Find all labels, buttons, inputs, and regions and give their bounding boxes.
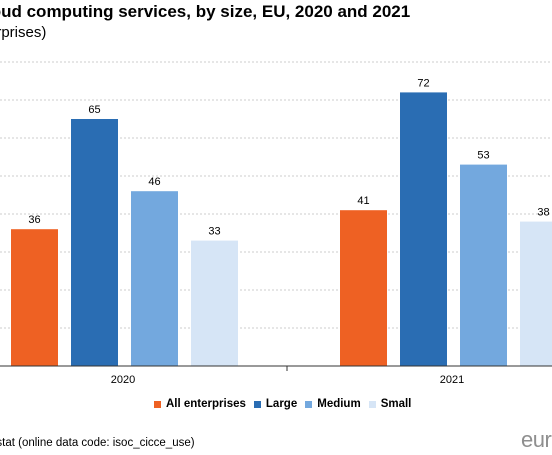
legend-swatch: [305, 400, 313, 408]
legend-swatch: [368, 400, 376, 408]
bar-small-2021: [520, 221, 552, 366]
x-tick-label: 2021: [440, 374, 464, 386]
legend-item-medium: Medium: [305, 398, 361, 410]
legend-item-large: Large: [253, 398, 298, 410]
legend-item-small: Small: [368, 398, 412, 410]
data-label: 33: [208, 226, 220, 238]
bar-small-2020: [191, 240, 238, 366]
bar-all-enterprises-2020: [11, 229, 58, 366]
legend-label: All enterprises: [166, 398, 246, 410]
legend-item-all-enterprises: All enterprises: [154, 398, 246, 410]
bars: [11, 92, 552, 367]
legend-label: Medium: [317, 398, 361, 410]
data-label: 36: [28, 214, 40, 226]
bar-medium-2021: [460, 164, 507, 366]
legend-label: Small: [380, 398, 412, 410]
data-label: 41: [357, 195, 369, 207]
eurostat-logo: euro: [521, 427, 552, 452]
legend-swatch: [253, 400, 261, 408]
bar-large-2020: [71, 119, 118, 366]
data-label: 38: [537, 207, 549, 219]
legend: All enterprises Large Medium Small: [154, 398, 411, 410]
legend-label: Large: [265, 398, 298, 410]
data-label: 53: [477, 150, 489, 162]
bar-all-enterprises-2021: [340, 210, 387, 366]
legend-swatch: [154, 400, 161, 408]
chart-title: loud computing services, by size, EU, 20…: [0, 2, 411, 21]
data-labels: 36 65 46 33 41 72 53 38: [28, 77, 549, 237]
bar-medium-2020: [131, 191, 178, 366]
bar-large-2021: [400, 92, 447, 367]
data-label: 46: [148, 176, 160, 188]
x-tick-labels: 2020 2021: [111, 366, 464, 386]
source-note: ostat (online data code: isoc_cicce_use): [0, 437, 195, 449]
data-label: 72: [417, 77, 429, 89]
chart-subtitle: erprises): [0, 24, 47, 41]
data-label: 65: [88, 104, 100, 116]
x-tick-label: 2020: [111, 374, 135, 386]
